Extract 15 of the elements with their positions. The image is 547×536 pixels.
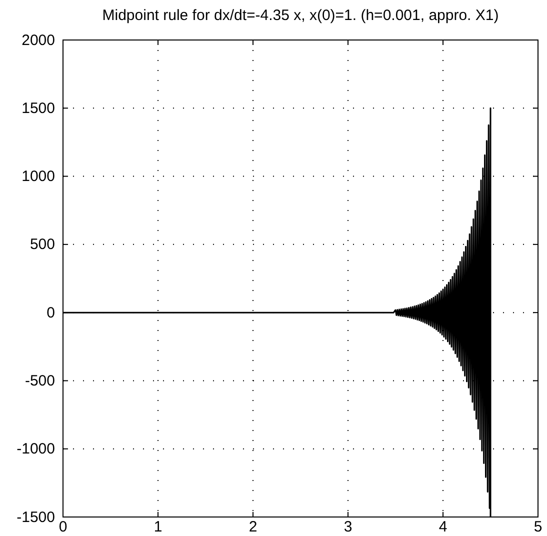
y-tick-label: -500 [24,372,55,390]
y-tick-label: -1500 [16,508,55,526]
x-tick-label: 3 [344,518,352,536]
x-tick-label: 5 [534,518,542,536]
y-tick-label: -1000 [16,440,55,458]
y-tick-label: 500 [30,236,55,254]
x-tick-label: 2 [248,518,258,536]
chart-title: Midpoint rule for dx/dt=-4.35 x, x(0)=1. (h=0.001, appro. X1) [102,7,499,24]
x-tick-label: 4 [438,518,448,536]
x-tick-label: 1 [154,518,162,536]
y-tick-label: 1000 [22,168,55,186]
x-tick-label: 0 [58,518,68,536]
y-tick-label: 0 [46,304,55,322]
y-tick-label: 2000 [22,32,55,49]
y-tick-label: 1500 [22,100,55,117]
